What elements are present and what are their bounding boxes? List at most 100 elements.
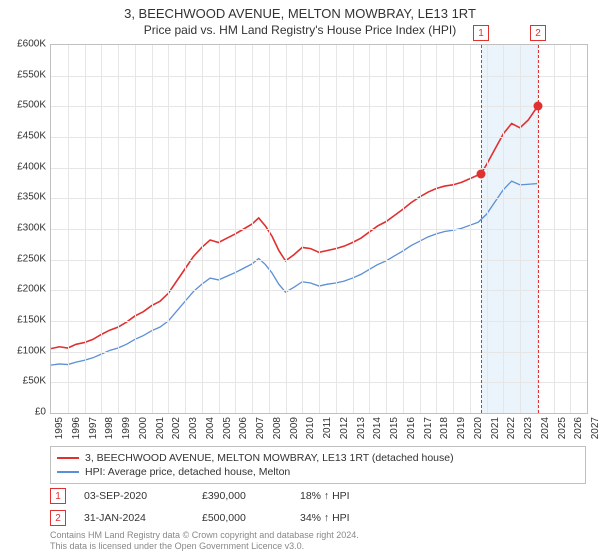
gridline-vertical [453,45,454,413]
gridline-vertical [302,45,303,413]
marker-label-box: 2 [530,25,546,41]
legend-label: 3, BEECHWOOD AVENUE, MELTON MOWBRAY, LE1… [85,451,454,465]
x-axis-label: 1999 [121,417,132,439]
marker-dot [534,102,543,111]
chart-title: 3, BEECHWOOD AVENUE, MELTON MOWBRAY, LE1… [0,6,600,21]
y-axis-label: £150K [2,315,46,326]
x-axis-label: 2007 [255,417,266,439]
legend-swatch [57,471,79,473]
gridline-vertical [420,45,421,413]
event-row: 2 31-JAN-2024 £500,000 34% ↑ HPI [50,510,586,526]
x-axis-label: 2003 [188,417,199,439]
footnote-line: This data is licensed under the Open Gov… [50,541,304,551]
event-diff: 18% ↑ HPI [300,490,380,502]
event-marker-box: 2 [50,510,66,526]
gridline-vertical [503,45,504,413]
gridline-vertical [202,45,203,413]
gridline-vertical [353,45,354,413]
events-table: 1 03-SEP-2020 £390,000 18% ↑ HPI 2 31-JA… [50,488,586,532]
gridline-vertical [101,45,102,413]
event-diff: 34% ↑ HPI [300,512,380,524]
gridline-vertical [369,45,370,413]
y-axis-label: £300K [2,223,46,234]
event-marker-box: 1 [50,488,66,504]
gridline-vertical [235,45,236,413]
x-axis-label: 2021 [490,417,501,439]
x-axis-label: 2018 [439,417,450,439]
x-axis-label: 2012 [339,417,350,439]
gridline-vertical [286,45,287,413]
event-date: 31-JAN-2024 [84,512,184,524]
y-axis-label: £100K [2,345,46,356]
x-axis-label: 2000 [138,417,149,439]
gridline-vertical [470,45,471,413]
y-axis-label: £450K [2,131,46,142]
marker-dot [476,169,485,178]
gridline-vertical [570,45,571,413]
y-axis-label: £0 [2,407,46,418]
gridline-vertical [403,45,404,413]
gridline-vertical [319,45,320,413]
chart-subtitle: Price paid vs. HM Land Registry's House … [0,23,600,37]
event-date: 03-SEP-2020 [84,490,184,502]
footnote: Contains HM Land Registry data © Crown c… [50,530,586,552]
x-axis-label: 2004 [205,417,216,439]
title-block: 3, BEECHWOOD AVENUE, MELTON MOWBRAY, LE1… [0,0,600,37]
gridline-vertical [336,45,337,413]
y-axis-label: £400K [2,161,46,172]
y-axis-label: £50K [2,376,46,387]
y-axis-label: £200K [2,284,46,295]
gridline-vertical [185,45,186,413]
gridline-vertical [436,45,437,413]
event-price: £390,000 [202,490,282,502]
x-axis-label: 2013 [356,417,367,439]
gridline-vertical [85,45,86,413]
x-axis-label: 2024 [540,417,551,439]
footnote-line: Contains HM Land Registry data © Crown c… [50,530,359,540]
marker-line [481,45,482,413]
gridline-vertical [118,45,119,413]
legend-item: HPI: Average price, detached house, Melt… [57,465,579,479]
x-axis-label: 2022 [506,417,517,439]
gridline-vertical [135,45,136,413]
y-axis-label: £550K [2,69,46,80]
legend-box: 3, BEECHWOOD AVENUE, MELTON MOWBRAY, LE1… [50,446,586,484]
x-axis-label: 2016 [406,417,417,439]
x-axis-label: 2011 [322,417,333,439]
marker-line [538,45,539,413]
plot-area: 1995199619971998199920002001200220032004… [50,44,588,414]
chart-container: 3, BEECHWOOD AVENUE, MELTON MOWBRAY, LE1… [0,0,600,560]
x-axis-label: 2017 [423,417,434,439]
event-row: 1 03-SEP-2020 £390,000 18% ↑ HPI [50,488,586,504]
gridline-vertical [520,45,521,413]
y-axis-label: £600K [2,39,46,50]
x-axis-label: 2008 [272,417,283,439]
gridline-vertical [219,45,220,413]
y-axis-label: £350K [2,192,46,203]
y-axis-label: £500K [2,100,46,111]
legend-item: 3, BEECHWOOD AVENUE, MELTON MOWBRAY, LE1… [57,451,579,465]
x-axis-label: 2019 [456,417,467,439]
gridline-vertical [386,45,387,413]
gridline-vertical [269,45,270,413]
x-axis-label: 2027 [590,417,600,439]
x-axis-label: 1998 [104,417,115,439]
series-line-hpi [51,181,538,365]
gridline-vertical [68,45,69,413]
x-axis-label: 2009 [289,417,300,439]
x-axis-label: 2026 [573,417,584,439]
x-axis-label: 2014 [372,417,383,439]
gridline-vertical [554,45,555,413]
x-axis-label: 2025 [557,417,568,439]
marker-label-box: 1 [473,25,489,41]
x-axis-label: 2006 [238,417,249,439]
gridline-vertical [168,45,169,413]
gridline-vertical [252,45,253,413]
event-price: £500,000 [202,512,282,524]
legend-label: HPI: Average price, detached house, Melt… [85,465,290,479]
x-axis-label: 1997 [88,417,99,439]
y-axis-label: £250K [2,253,46,264]
x-axis-label: 2023 [523,417,534,439]
x-axis-label: 2005 [222,417,233,439]
x-axis-label: 2002 [171,417,182,439]
